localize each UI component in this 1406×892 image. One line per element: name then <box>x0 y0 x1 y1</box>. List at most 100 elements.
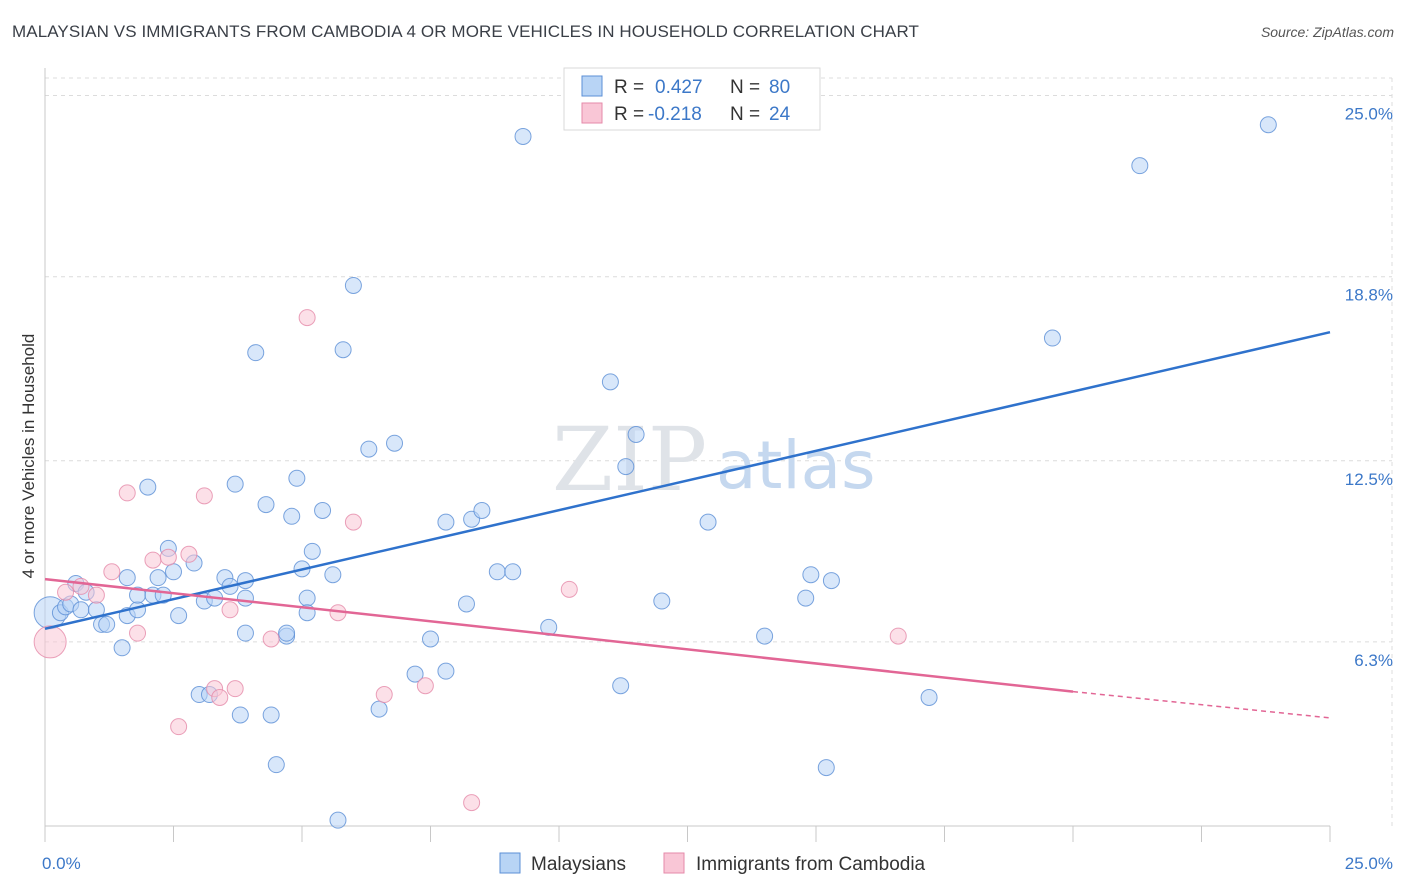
malaysians-point <box>360 440 378 458</box>
malaysians-point <box>1259 116 1277 134</box>
cambodia-point <box>57 583 75 601</box>
malaysians-point <box>802 566 820 584</box>
malaysians-point <box>165 563 182 581</box>
malaysians-point <box>1043 329 1061 347</box>
malaysians-point <box>797 589 815 607</box>
malaysians-point <box>817 759 835 777</box>
malaysians-point <box>149 569 167 587</box>
source-credit: Source: ZipAtlas.com <box>1260 24 1394 40</box>
malaysians-point <box>314 501 332 519</box>
malaysians-point <box>226 475 244 493</box>
x-tick-label-min: 0.0% <box>42 854 81 873</box>
malaysians-point <box>504 563 522 581</box>
watermark: ZIP atlas <box>552 408 876 511</box>
malaysians-point <box>72 601 90 619</box>
malaysians-point <box>303 542 321 560</box>
malaysians-point <box>118 569 136 587</box>
cambodia-point <box>180 545 198 563</box>
cambodia-point <box>226 680 244 698</box>
y-axis-label: 4 or more Vehicles in Household <box>19 334 38 579</box>
malaysians-point <box>488 563 506 581</box>
legend-n-label-malaysians: N = <box>730 77 760 98</box>
series-legend: Malaysians Immigrants from Cambodia <box>499 852 926 875</box>
malaysians-point <box>457 595 475 613</box>
malaysians-point <box>601 373 619 391</box>
malaysians-point <box>370 700 388 718</box>
cambodia-point <box>221 601 239 619</box>
malaysians-trend-line <box>44 330 1331 630</box>
cambodia-trend-line <box>44 577 1074 693</box>
legend-r-value-cambodia: -0.218 <box>648 104 702 125</box>
cambodia-point <box>159 548 177 566</box>
x-tick-labels: 0.0% 25.0% <box>42 854 1393 873</box>
malaysians-point <box>170 607 188 625</box>
malaysians-point <box>334 341 352 359</box>
malaysians-point <box>113 639 131 657</box>
malaysians-point <box>612 677 630 695</box>
malaysians-point <box>257 496 275 514</box>
legend-r-label-malaysians: R = <box>614 77 644 98</box>
cambodia-point <box>87 586 105 604</box>
cambodia-point <box>463 794 481 812</box>
malaysians-point <box>514 127 532 145</box>
malaysians-point <box>422 630 439 648</box>
cambodia-point <box>118 484 136 502</box>
bottom-legend-label-cambodia: Immigrants from Cambodia <box>696 854 926 875</box>
y-tick-label-0: 6.3% <box>1354 651 1393 670</box>
legend-n-label-cambodia: N = <box>730 104 760 125</box>
malaysians-point <box>617 458 635 476</box>
malaysians-point <box>298 589 316 607</box>
malaysians-point <box>98 615 116 633</box>
malaysians-point <box>267 756 285 774</box>
malaysians-point <box>324 566 342 584</box>
legend-r-label-cambodia: R = <box>614 104 644 125</box>
malaysians-point <box>139 478 157 496</box>
malaysians-point <box>329 811 347 829</box>
trend-lines <box>44 330 1331 719</box>
malaysians-point <box>283 507 301 525</box>
malaysians-point <box>1131 157 1149 175</box>
malaysians-point <box>386 434 404 452</box>
malaysians-point <box>288 469 306 487</box>
cambodia-point <box>560 580 578 598</box>
legend-r-value-malaysians: 0.427 <box>655 77 703 98</box>
cambodia-point <box>344 513 362 531</box>
legend-swatch-malaysians <box>581 75 603 97</box>
watermark-atlas: atlas <box>716 427 876 504</box>
malaysians-point <box>699 513 717 531</box>
cambodia-point <box>416 677 434 695</box>
cambodia-points <box>33 309 907 812</box>
legend-n-value-malaysians: 80 <box>769 77 790 98</box>
malaysians-point <box>627 425 645 443</box>
malaysians-point <box>231 706 249 724</box>
malaysians-point <box>822 572 840 590</box>
cambodia-point <box>170 718 188 736</box>
chart-title: MALAYSIAN VS IMMIGRANTS FROM CAMBODIA 4 … <box>12 22 920 41</box>
cambodia-point <box>889 627 907 645</box>
bottom-legend-swatch-cambodia <box>663 852 685 874</box>
malaysians-point <box>236 589 254 607</box>
cambodia-point <box>195 487 213 505</box>
legend-box <box>563 67 821 131</box>
malaysians-point <box>920 688 938 706</box>
malaysians-point <box>236 624 254 642</box>
cambodia-point <box>298 309 316 327</box>
cambodia-point <box>129 624 147 642</box>
axes <box>44 68 1331 842</box>
cambodia-point <box>144 551 162 569</box>
malaysians-point <box>406 665 424 683</box>
bottom-legend-label-malaysians: Malaysians <box>531 854 626 875</box>
legend-swatch-cambodia <box>581 102 603 124</box>
y-tick-label-1: 12.5% <box>1345 470 1393 489</box>
y-tick-label-2: 18.8% <box>1345 286 1393 305</box>
cambodia-point <box>262 630 280 648</box>
malaysians-point <box>437 662 455 680</box>
malaysians-point <box>344 276 362 294</box>
malaysians-point <box>437 513 455 531</box>
malaysians-point <box>653 592 671 610</box>
cambodia-point <box>72 577 90 595</box>
malaysians-point <box>473 501 491 519</box>
malaysians-point <box>262 706 280 724</box>
y-tick-label-3: 25.0% <box>1345 105 1393 124</box>
